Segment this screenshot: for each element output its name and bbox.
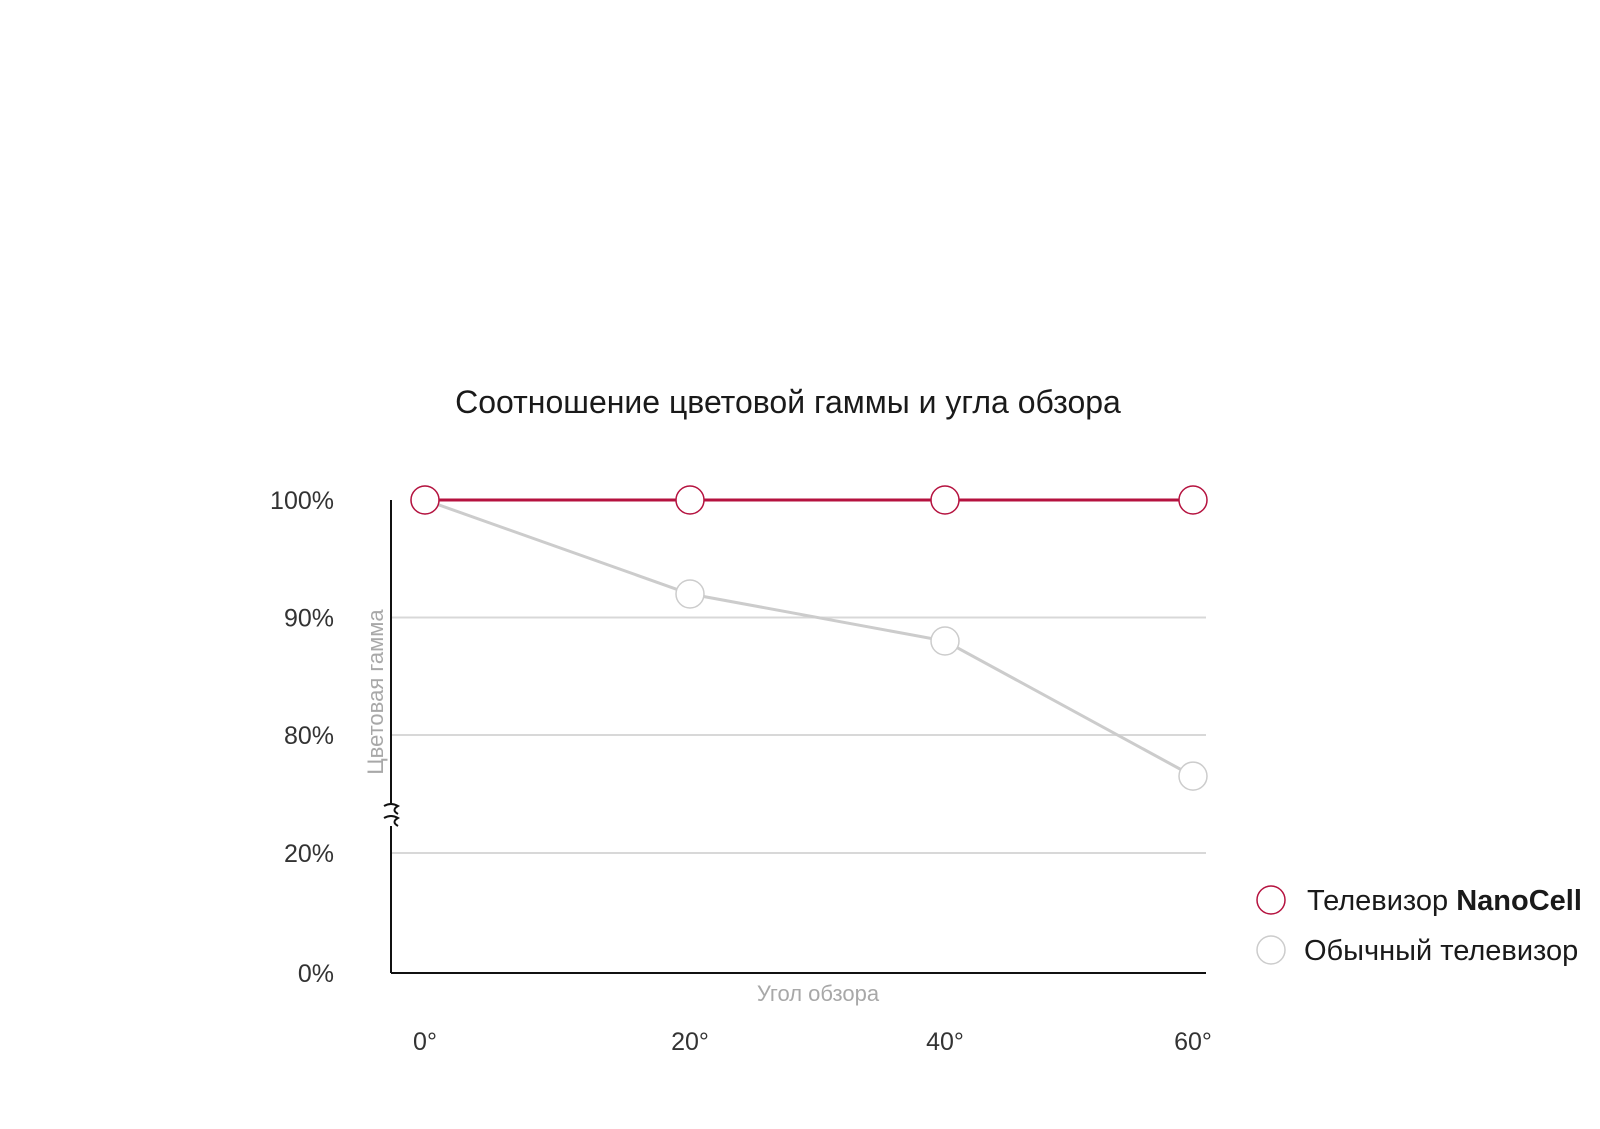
- y-axis-label: Цветовая гамма: [363, 609, 388, 775]
- legend-label-text: Телевизор: [1307, 885, 1448, 917]
- data-point-series1-1: [675, 579, 705, 609]
- legend-marker-0: [1256, 885, 1286, 915]
- legend-label-text: Обычный телевизор: [1304, 935, 1578, 967]
- data-point-series1-3: [1178, 761, 1208, 791]
- y-tick-label: 0%: [298, 960, 334, 988]
- x-tick-label: 0°: [413, 1028, 437, 1056]
- x-tick-label: 40°: [926, 1028, 964, 1056]
- y-tick-label: 20%: [284, 840, 334, 868]
- x-tick-label: 20°: [671, 1028, 709, 1056]
- data-point-series0-1: [675, 485, 705, 515]
- legend-label-0: Телевизор NanoCell: [1307, 885, 1582, 917]
- legend-marker-1: [1256, 935, 1286, 965]
- chart-title: Соотношение цветовой гаммы и угла обзора: [455, 384, 1121, 420]
- gridlines: [391, 616, 1206, 854]
- x-tick-label: 60°: [1174, 1028, 1212, 1056]
- data-point-series0-3: [1178, 485, 1208, 515]
- data-point-series1-2: [930, 626, 960, 656]
- y-tick-label: 100%: [270, 487, 334, 515]
- y-tick-label: 90%: [284, 605, 334, 633]
- x-tick-labels: 0° 20° 40° 60°: [413, 1028, 1212, 1056]
- legend-label-1: Обычный телевизор: [1304, 935, 1578, 967]
- legend-label-bold: NanoCell: [1448, 885, 1582, 917]
- y-tick-labels: 100% 90% 80% 20% 0%: [270, 487, 334, 988]
- x-axis-label: Угол обзора: [757, 981, 880, 1006]
- series-line-1: [424, 498, 1194, 778]
- y-tick-label: 80%: [284, 722, 334, 750]
- legend: Телевизор NanoCell Обычный телевизор: [1256, 885, 1582, 967]
- series-layer: [410, 485, 1208, 791]
- axis-break-mark: [380, 803, 402, 827]
- data-point-series0-2: [930, 485, 960, 515]
- data-point-series0-0: [410, 485, 440, 515]
